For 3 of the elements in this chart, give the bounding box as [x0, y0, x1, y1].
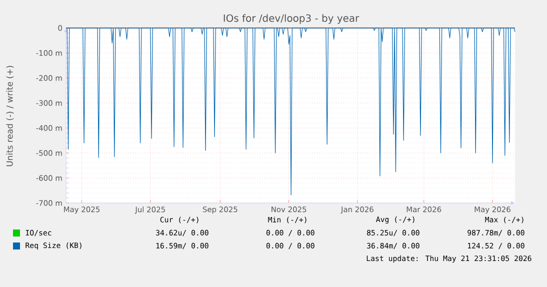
line-series: [66, 28, 516, 196]
y-axis-title: Units read (-) / write (+): [6, 66, 14, 166]
chart-title: IOs for /dev/loop3 - by year: [224, 14, 360, 24]
